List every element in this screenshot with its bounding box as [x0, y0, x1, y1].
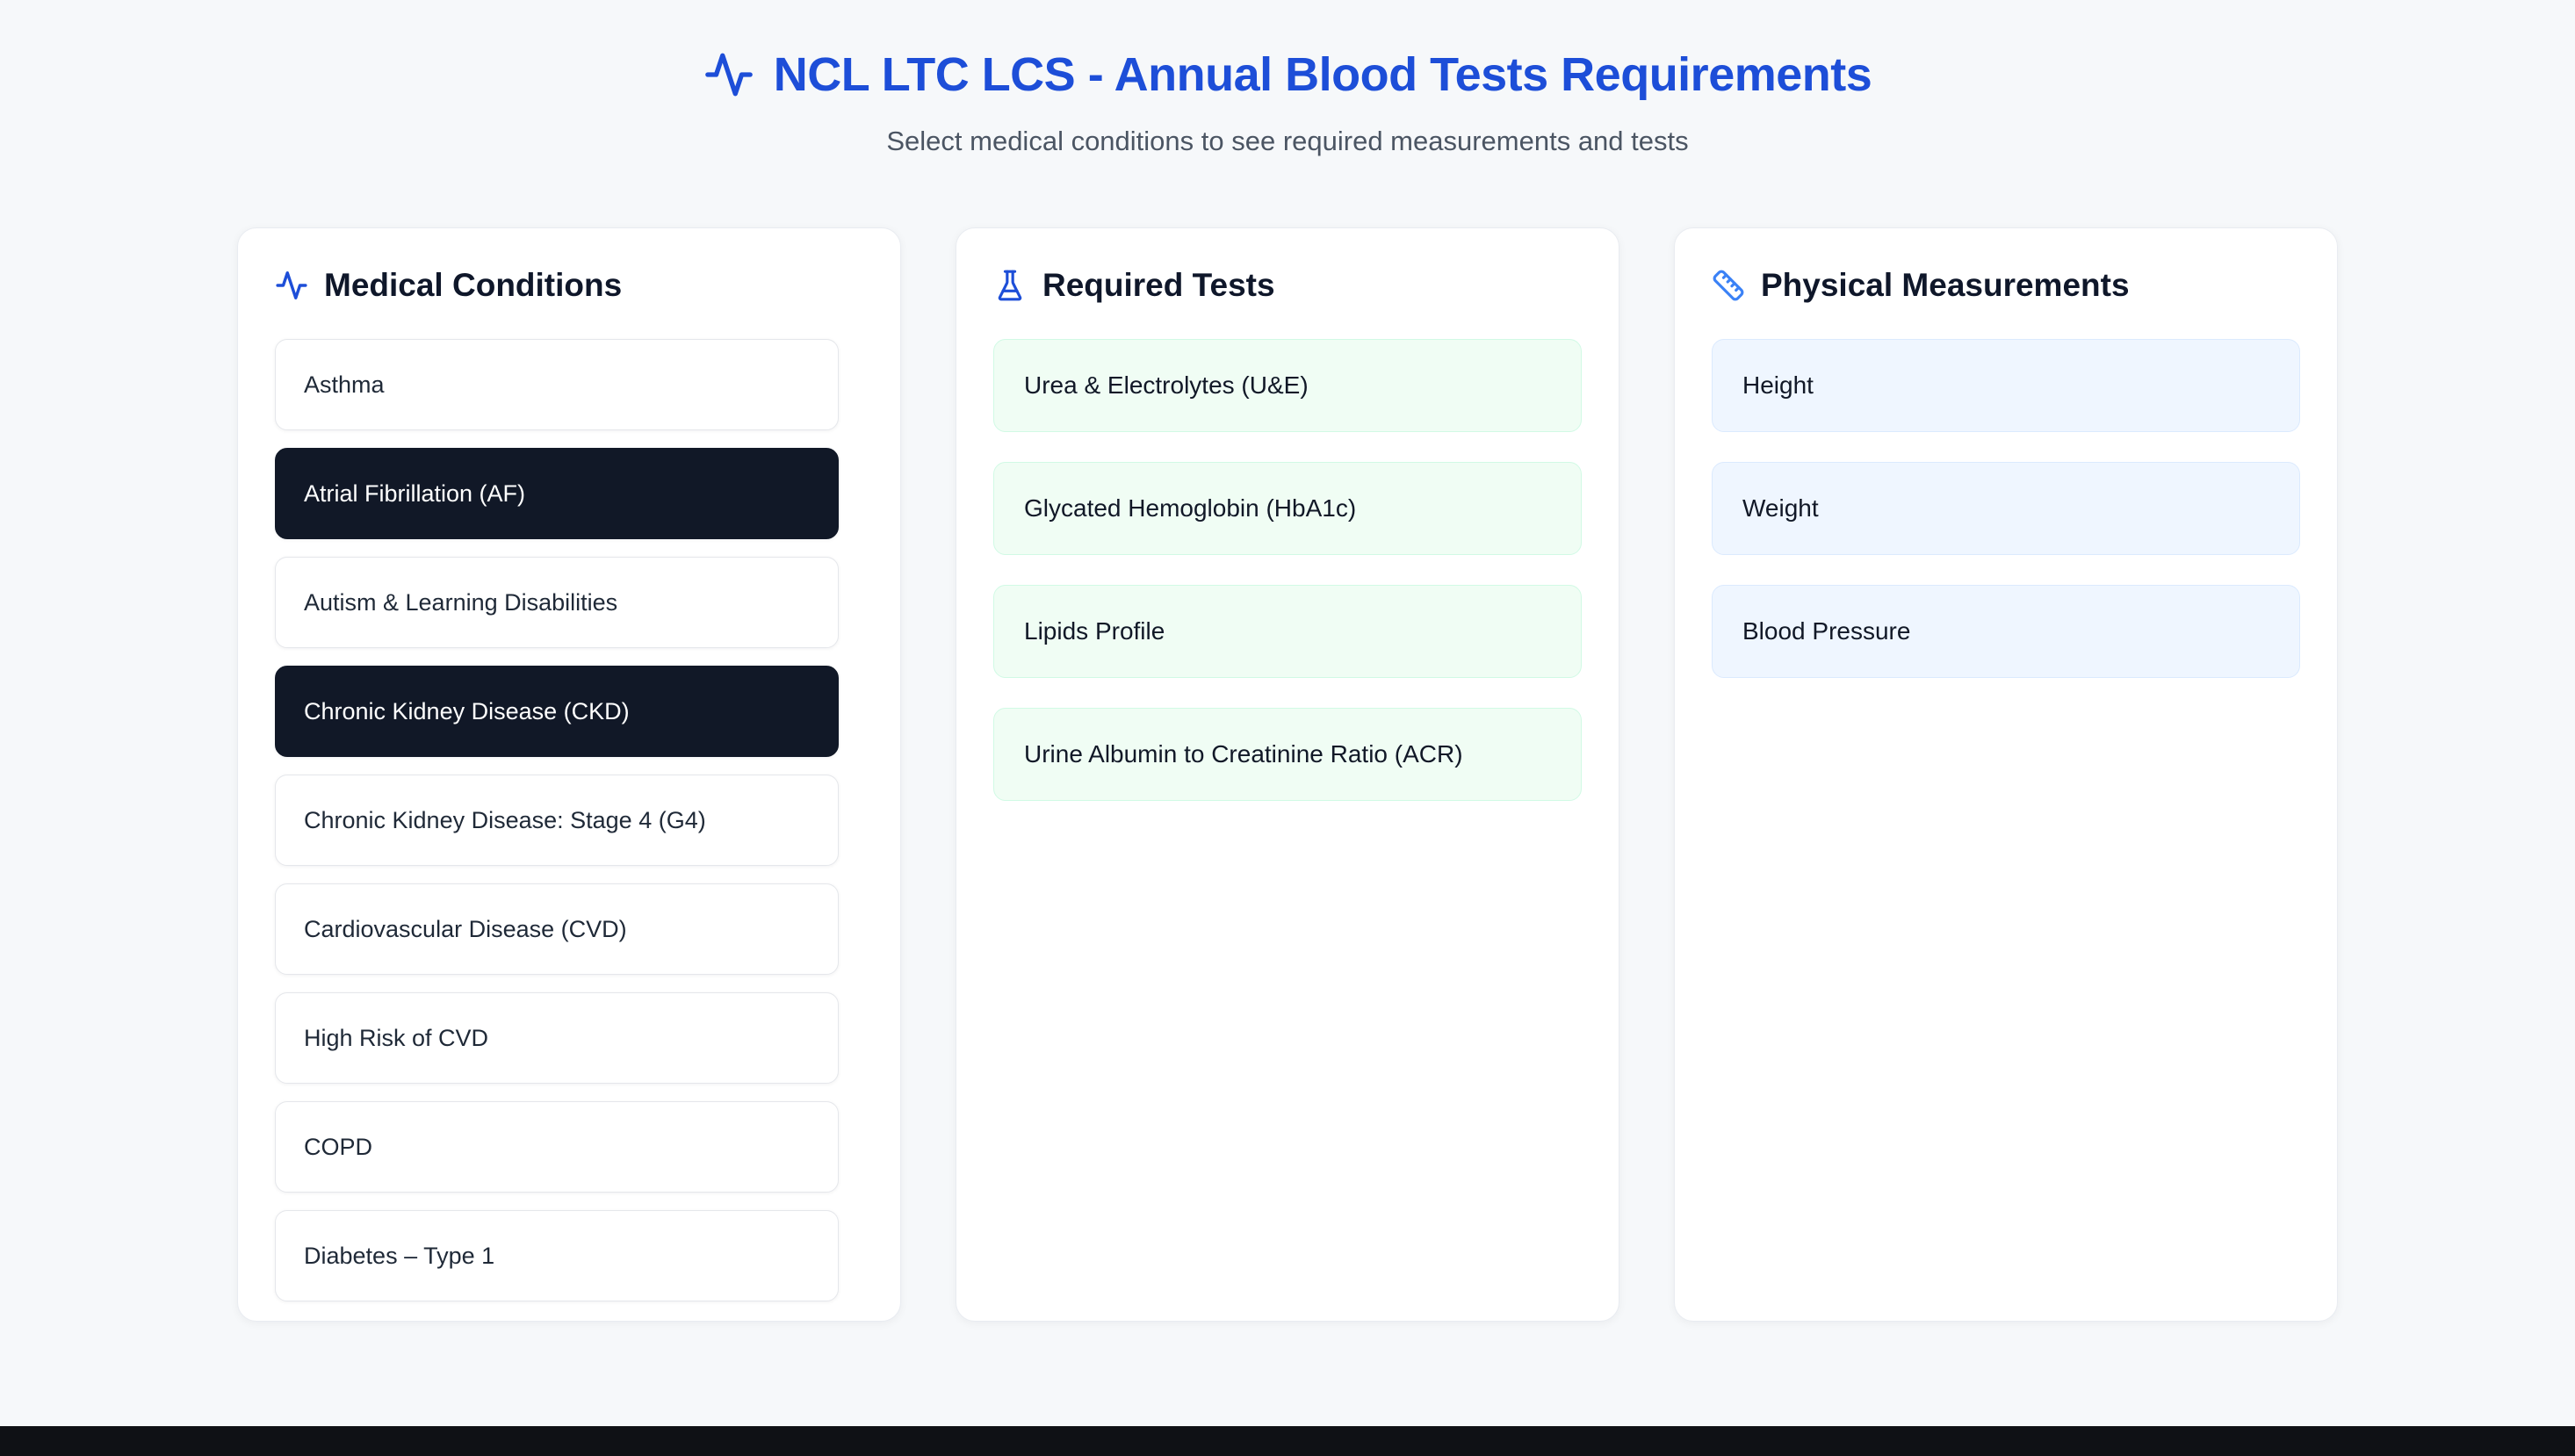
condition-item[interactable]: Atrial Fibrillation (AF): [275, 448, 839, 539]
condition-item[interactable]: Asthma: [275, 339, 839, 430]
conditions-list: Asthma Atrial Fibrillation (AF) Autism & L…: [275, 339, 863, 1301]
tests-list: Urea & Electrolytes (U&E) Glycated Hemogl…: [993, 339, 1582, 801]
test-item: Urea & Electrolytes (U&E): [993, 339, 1582, 432]
test-item: Lipids Profile: [993, 585, 1582, 678]
measurement-item: Weight: [1712, 462, 2300, 555]
page-title-text: NCL LTC LCS - Annual Blood Tests Require…: [773, 48, 1872, 101]
condition-item[interactable]: High Risk of CVD: [275, 992, 839, 1084]
page-title: NCL LTC LCS - Annual Blood Tests Require…: [703, 47, 1872, 102]
header: NCL LTC LCS - Annual Blood Tests Require…: [0, 0, 2575, 157]
condition-item[interactable]: Chronic Kidney Disease (CKD): [275, 666, 839, 757]
medical-conditions-title-text: Medical Conditions: [324, 267, 623, 303]
measurement-item: Blood Pressure: [1712, 585, 2300, 678]
medical-conditions-title: Medical Conditions: [275, 267, 863, 304]
activity-icon: [275, 269, 308, 302]
condition-item[interactable]: Autism & Learning Disabilities: [275, 557, 839, 648]
test-item: Glycated Hemoglobin (HbA1c): [993, 462, 1582, 555]
physical-measurements-title: Physical Measurements: [1712, 267, 2300, 304]
physical-measurements-panel: Physical Measurements Height Weight Blood …: [1674, 227, 2338, 1322]
required-tests-title: Required Tests: [993, 267, 1582, 304]
bottom-bar: [0, 1426, 2575, 1456]
main-content: Medical Conditions Asthma Atrial Fibrilla…: [0, 227, 2575, 1322]
page-subtitle: Select medical conditions to see require…: [886, 126, 1689, 156]
condition-item[interactable]: Diabetes – Type 1: [275, 1210, 839, 1301]
condition-item[interactable]: Cardiovascular Disease (CVD): [275, 883, 839, 975]
physical-measurements-title-text: Physical Measurements: [1761, 267, 2130, 303]
ruler-icon: [1712, 269, 1745, 302]
flask-icon: [993, 269, 1027, 302]
condition-item[interactable]: COPD: [275, 1101, 839, 1193]
test-item: Urine Albumin to Creatinine Ratio (ACR): [993, 708, 1582, 801]
pulse-icon: [703, 49, 754, 100]
required-tests-panel: Required Tests Urea & Electrolytes (U&E)…: [956, 227, 1619, 1322]
measurement-item: Height: [1712, 339, 2300, 432]
measurements-list: Height Weight Blood Pressure: [1712, 339, 2300, 678]
condition-item[interactable]: Chronic Kidney Disease: Stage 4 (G4): [275, 775, 839, 866]
required-tests-title-text: Required Tests: [1042, 267, 1275, 303]
medical-conditions-panel: Medical Conditions Asthma Atrial Fibrilla…: [237, 227, 901, 1322]
